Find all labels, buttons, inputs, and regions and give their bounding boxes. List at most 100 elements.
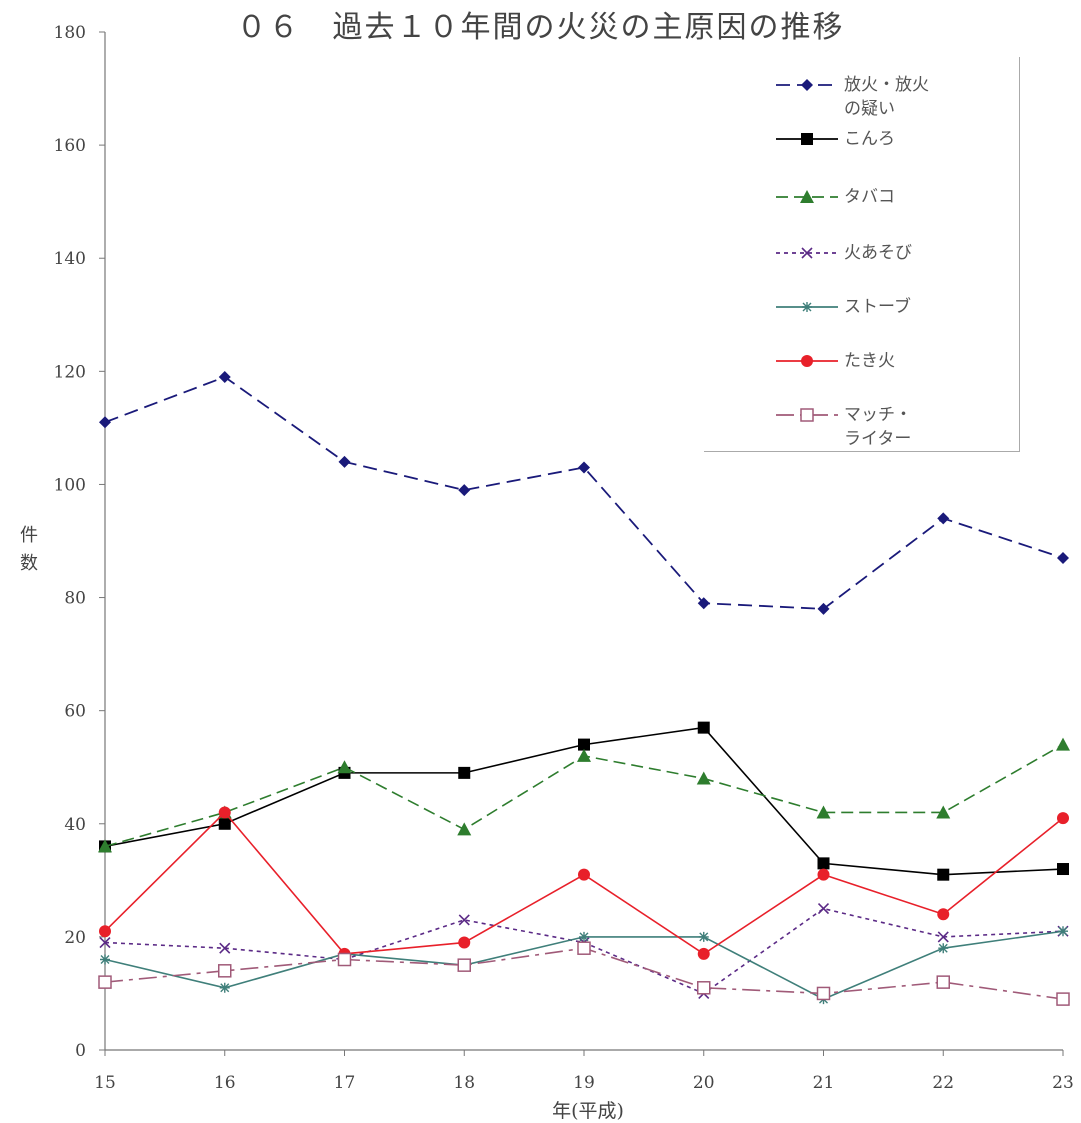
series-6 — [99, 806, 1069, 960]
data-point — [937, 868, 950, 881]
data-point — [457, 822, 472, 836]
x-tick-label: 15 — [94, 1073, 116, 1090]
legend-label: ストーブ — [844, 295, 994, 319]
data-point — [99, 416, 111, 429]
data-point — [578, 868, 590, 881]
legend-marker — [801, 133, 813, 145]
data-point — [817, 857, 830, 870]
legend-label-line: ストーブ — [844, 297, 911, 317]
data-point — [698, 931, 709, 942]
data-point — [816, 986, 831, 1001]
data-point — [218, 817, 231, 830]
legend-marker — [801, 247, 813, 259]
data-point — [219, 982, 230, 993]
data-point — [218, 370, 231, 383]
x-tick-label: 19 — [573, 1073, 595, 1090]
data-point — [337, 952, 352, 967]
data-point — [577, 941, 591, 955]
legend-swatch — [776, 408, 838, 422]
data-point — [697, 981, 711, 995]
data-point — [219, 942, 231, 954]
legend-label-line: の疑い — [844, 99, 895, 119]
legend-marker — [802, 302, 812, 312]
data-point — [697, 721, 710, 734]
line-chart: 0 20 40 60 80 100 120 140 160 180 15 16 17 18 19 20 21 22… — [54, 23, 1074, 1090]
data-point — [99, 925, 111, 938]
legend-swatch — [776, 247, 838, 259]
series-line — [104, 947, 1064, 1000]
legend-swatch — [776, 190, 838, 203]
legend-label: たき火 — [844, 349, 994, 373]
data-point — [578, 461, 590, 474]
x-tick-label: 20 — [693, 1073, 715, 1090]
data-point — [98, 839, 112, 853]
legend-label-line: こんろ — [844, 129, 895, 149]
series-5 — [100, 926, 1068, 1005]
legend-label-line: 火あそび — [844, 243, 912, 263]
data-point — [937, 931, 949, 943]
data-point — [100, 954, 110, 965]
legend-label: タバコ — [844, 185, 994, 209]
data-point — [1057, 551, 1069, 564]
data-point — [337, 760, 352, 774]
y-tick-label: 120 — [54, 362, 86, 382]
data-point — [817, 602, 830, 615]
x-tick-label: 16 — [214, 1073, 236, 1090]
data-point — [1057, 812, 1069, 825]
data-point — [98, 975, 112, 989]
legend-swatch — [776, 302, 838, 312]
data-point — [578, 738, 590, 751]
data-point — [817, 903, 830, 915]
y-tick-label: 180 — [54, 23, 86, 43]
data-point — [458, 484, 471, 497]
x-tick-label: 18 — [453, 1073, 475, 1090]
data-point — [936, 975, 950, 989]
series-layer — [98, 370, 1070, 1006]
x-tick-label: 17 — [334, 1073, 356, 1090]
y-tick-label: 100 — [54, 475, 86, 495]
legend-swatch — [776, 133, 838, 145]
series-1 — [99, 370, 1069, 615]
x-axis-label: 年(平成) — [552, 1100, 624, 1122]
legend-label: マッチ・ ライター — [844, 403, 994, 451]
legend-label-line: ライター — [844, 429, 912, 449]
series-7 — [98, 941, 1070, 1006]
y-tick-label: 160 — [54, 136, 86, 156]
legend-marker — [800, 190, 814, 203]
data-point — [937, 512, 950, 525]
data-point — [457, 958, 471, 972]
legend-marker — [800, 408, 814, 422]
y-tick-label: 80 — [64, 589, 86, 609]
data-point — [938, 943, 949, 954]
legend-swatch — [776, 355, 838, 367]
y-axis-label: 件数 — [20, 525, 38, 574]
legend-swatch — [776, 79, 838, 91]
data-point — [1058, 926, 1068, 937]
legend-label: 火あそび — [844, 241, 994, 265]
legend-label-line: マッチ・ — [844, 405, 912, 425]
data-point — [697, 597, 710, 610]
data-point — [697, 947, 710, 960]
data-point — [218, 806, 231, 819]
chart-axes: 0 20 40 60 80 100 120 140 160 180 15 16 17 18 19 20 21 22… — [54, 23, 1074, 1090]
data-point — [1056, 737, 1070, 751]
data-point — [458, 766, 471, 779]
data-point — [577, 748, 591, 762]
data-point — [696, 771, 711, 785]
legend-label-line: たき火 — [844, 351, 895, 371]
data-point — [338, 455, 351, 468]
y-tick-label: 140 — [54, 249, 86, 269]
data-point — [817, 868, 830, 881]
data-point — [458, 936, 471, 949]
legend: 放火・放火 の疑い こんろ タバコ 火あそび ストーブ たき火 マッチ・ ライター — [704, 57, 1020, 452]
data-point — [218, 964, 232, 978]
x-tick-label: 22 — [932, 1073, 954, 1090]
data-point — [458, 914, 470, 926]
data-point — [1056, 992, 1070, 1006]
legend-marker — [801, 355, 813, 367]
series-2 — [99, 721, 1069, 881]
y-tick-label: 0 — [75, 1041, 86, 1061]
legend-marker — [801, 79, 813, 91]
legend-label-line: タバコ — [844, 187, 895, 207]
data-point — [937, 908, 950, 921]
